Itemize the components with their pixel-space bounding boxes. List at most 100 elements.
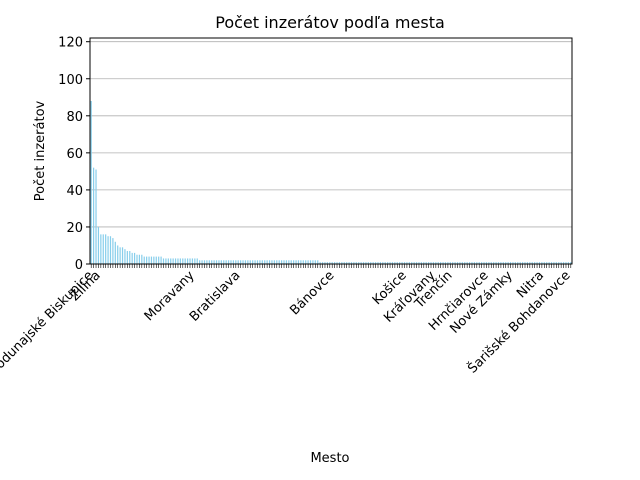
bar: [432, 262, 435, 264]
bar: [509, 262, 512, 264]
bar: [384, 262, 386, 264]
bar: [170, 258, 172, 264]
bar: [194, 258, 196, 264]
bar: [143, 256, 145, 264]
bar: [555, 262, 557, 264]
bar: [476, 262, 478, 264]
bar: [112, 238, 114, 264]
bar: [524, 262, 526, 264]
bar: [107, 236, 109, 264]
y-tick-label: 60: [66, 147, 83, 162]
bar: [268, 260, 271, 264]
bar: [225, 260, 227, 264]
bar: [177, 258, 179, 264]
bar: [543, 262, 545, 264]
bar: [187, 258, 189, 264]
bar: [102, 234, 104, 264]
bar: [259, 260, 261, 264]
bar: [411, 262, 413, 264]
bar: [353, 262, 355, 264]
bar: [121, 247, 124, 264]
bar: [534, 262, 536, 264]
bar: [331, 262, 333, 264]
bar: [387, 262, 389, 264]
bar: [242, 260, 244, 264]
bar: [196, 258, 198, 264]
bar: [466, 262, 468, 264]
bar: [536, 262, 538, 264]
bar: [514, 262, 516, 264]
bar: [401, 262, 403, 264]
bar: [247, 260, 249, 264]
bar: [324, 262, 326, 264]
bar: [220, 260, 222, 264]
bar: [133, 252, 136, 264]
bar: [302, 260, 304, 264]
bar: [189, 258, 191, 264]
bar: [437, 262, 439, 264]
bar: [160, 256, 162, 264]
bar: [129, 251, 131, 264]
bar: [114, 241, 116, 264]
bar: [341, 262, 343, 264]
bar: [336, 262, 338, 264]
bar: [95, 169, 97, 264]
bar: [531, 262, 533, 264]
bar: [374, 262, 377, 264]
bar: [167, 258, 169, 264]
bar: [261, 260, 263, 264]
bar: [550, 262, 553, 264]
bar: [117, 245, 119, 264]
bar: [184, 258, 186, 264]
bar: [473, 262, 475, 264]
bar: [109, 236, 112, 264]
bar: [526, 262, 529, 264]
bar: [396, 262, 398, 264]
bar: [162, 258, 165, 264]
y-axis-label: Počet inzerátov: [33, 100, 48, 201]
y-tick-label: 0: [75, 258, 83, 273]
bar: [517, 262, 519, 264]
bar: [567, 262, 569, 264]
bar: [485, 262, 488, 264]
bar: [478, 262, 480, 264]
bar: [343, 262, 345, 264]
bar: [208, 260, 210, 264]
bar: [119, 247, 121, 264]
bar: [382, 262, 384, 264]
bar: [141, 254, 143, 264]
bar: [280, 260, 283, 264]
bar: [389, 262, 391, 264]
bar: [456, 262, 459, 264]
bar: [490, 262, 492, 264]
bar: [358, 262, 360, 264]
bar: [136, 254, 138, 264]
bar: [273, 260, 275, 264]
bar: [126, 251, 128, 264]
bar: [232, 260, 234, 264]
bar: [425, 262, 427, 264]
bar: [495, 262, 497, 264]
bar: [90, 100, 92, 264]
bar: [199, 260, 201, 264]
bar: [447, 262, 449, 264]
bar: [155, 256, 157, 264]
y-tick-label: 20: [66, 221, 83, 236]
bar: [131, 252, 133, 264]
bar: [319, 262, 321, 264]
bar: [290, 260, 292, 264]
bar: [254, 260, 256, 264]
bar: [124, 249, 126, 264]
y-tick-label: 120: [58, 36, 83, 51]
bar: [493, 262, 495, 264]
y-tick-label: 40: [66, 184, 83, 199]
bar: [271, 260, 273, 264]
bar: [440, 262, 442, 264]
bar: [230, 260, 232, 264]
bar: [406, 262, 408, 264]
bar: [408, 262, 410, 264]
axes-frame: [89, 37, 573, 265]
bar: [334, 262, 336, 264]
bar: [249, 260, 251, 264]
x-axis-label: Mesto: [310, 451, 349, 466]
